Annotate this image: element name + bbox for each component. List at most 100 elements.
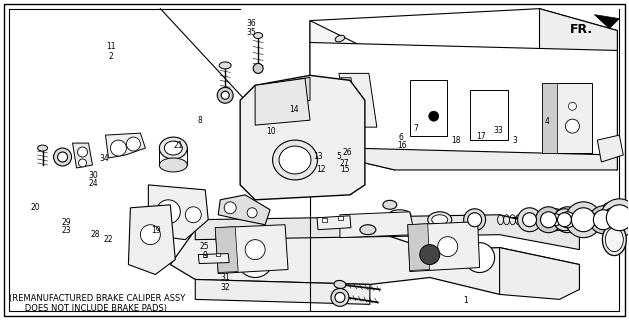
Polygon shape xyxy=(195,215,579,250)
Circle shape xyxy=(465,243,494,273)
Polygon shape xyxy=(341,77,359,123)
Circle shape xyxy=(603,208,623,228)
Polygon shape xyxy=(317,216,351,230)
Text: 9: 9 xyxy=(203,251,207,260)
Text: 25: 25 xyxy=(200,242,209,251)
Circle shape xyxy=(557,213,571,227)
Ellipse shape xyxy=(159,158,187,172)
Polygon shape xyxy=(310,43,617,155)
Circle shape xyxy=(247,208,257,218)
Bar xyxy=(203,253,207,257)
Text: FR.: FR. xyxy=(569,23,593,36)
Circle shape xyxy=(559,212,576,228)
Text: 22: 22 xyxy=(104,235,113,244)
Ellipse shape xyxy=(220,62,231,69)
Bar xyxy=(338,216,343,220)
Ellipse shape xyxy=(428,212,452,228)
Text: 14: 14 xyxy=(289,105,299,114)
Polygon shape xyxy=(106,133,145,158)
Text: 17: 17 xyxy=(476,132,486,140)
Circle shape xyxy=(589,206,617,234)
Ellipse shape xyxy=(389,210,411,220)
Circle shape xyxy=(600,199,629,237)
Text: 28: 28 xyxy=(90,230,99,239)
Circle shape xyxy=(224,202,236,214)
Polygon shape xyxy=(218,195,270,225)
Text: 20: 20 xyxy=(30,203,40,212)
Circle shape xyxy=(335,292,345,302)
Circle shape xyxy=(157,200,181,224)
Polygon shape xyxy=(470,90,508,140)
Circle shape xyxy=(429,111,438,121)
Polygon shape xyxy=(195,279,370,304)
Circle shape xyxy=(535,207,562,233)
Text: 12: 12 xyxy=(316,165,326,174)
Polygon shape xyxy=(310,9,617,62)
Ellipse shape xyxy=(603,224,626,256)
Polygon shape xyxy=(215,225,288,274)
Polygon shape xyxy=(170,230,579,294)
Text: 23: 23 xyxy=(62,226,72,235)
Polygon shape xyxy=(542,83,593,153)
Circle shape xyxy=(53,148,72,166)
Circle shape xyxy=(126,137,140,151)
Text: 3: 3 xyxy=(513,136,518,145)
Text: 5: 5 xyxy=(336,152,341,161)
Text: 36: 36 xyxy=(247,19,257,28)
Text: 7: 7 xyxy=(414,124,419,132)
Text: 27: 27 xyxy=(340,159,350,168)
Ellipse shape xyxy=(279,146,311,174)
Polygon shape xyxy=(148,185,208,240)
Text: 10: 10 xyxy=(266,127,276,136)
Circle shape xyxy=(253,63,263,73)
Polygon shape xyxy=(310,135,617,170)
Circle shape xyxy=(438,237,458,257)
Circle shape xyxy=(565,119,579,133)
Polygon shape xyxy=(255,78,310,125)
Bar xyxy=(322,218,327,222)
Text: 13: 13 xyxy=(313,152,323,161)
Ellipse shape xyxy=(335,35,345,42)
Polygon shape xyxy=(72,143,92,168)
Circle shape xyxy=(245,240,265,260)
Polygon shape xyxy=(198,253,229,264)
Polygon shape xyxy=(260,77,310,108)
Text: 33: 33 xyxy=(494,126,503,135)
Circle shape xyxy=(571,208,596,232)
Polygon shape xyxy=(409,80,447,136)
Circle shape xyxy=(598,202,629,234)
Circle shape xyxy=(584,213,598,227)
Text: 8: 8 xyxy=(198,116,203,125)
Ellipse shape xyxy=(38,145,48,151)
Circle shape xyxy=(593,210,613,230)
Polygon shape xyxy=(128,205,175,275)
Circle shape xyxy=(140,225,160,244)
Text: 32: 32 xyxy=(221,283,230,292)
Circle shape xyxy=(331,288,349,306)
Bar xyxy=(216,252,220,256)
Circle shape xyxy=(217,87,233,103)
Polygon shape xyxy=(542,83,557,153)
Ellipse shape xyxy=(253,33,263,38)
Circle shape xyxy=(579,209,601,231)
Ellipse shape xyxy=(383,200,397,209)
Circle shape xyxy=(565,202,601,238)
Polygon shape xyxy=(240,76,365,200)
Circle shape xyxy=(79,159,87,167)
Ellipse shape xyxy=(360,225,376,235)
Polygon shape xyxy=(598,135,623,162)
Circle shape xyxy=(518,208,542,232)
Polygon shape xyxy=(339,73,377,127)
Text: DOES NOT INCLUDE BRAKE PADS): DOES NOT INCLUDE BRAKE PADS) xyxy=(9,304,167,313)
Polygon shape xyxy=(408,224,430,270)
Text: 30: 30 xyxy=(89,172,99,180)
Polygon shape xyxy=(215,227,238,273)
Circle shape xyxy=(523,213,537,227)
Polygon shape xyxy=(340,212,415,238)
Circle shape xyxy=(540,212,557,228)
Text: 31: 31 xyxy=(221,273,230,282)
Ellipse shape xyxy=(605,228,623,252)
Text: 11: 11 xyxy=(106,42,115,52)
Circle shape xyxy=(545,209,567,231)
Ellipse shape xyxy=(431,215,448,225)
